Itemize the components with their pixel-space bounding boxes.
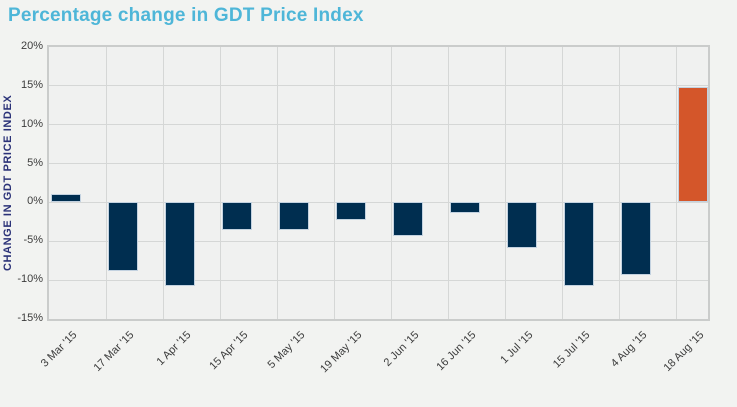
gridline-horizontal (49, 163, 708, 165)
gridline-horizontal (49, 279, 708, 281)
y-axis-tick: 20% (20, 40, 43, 52)
y-axis-tick: -15% (17, 312, 43, 324)
y-axis-tick: 5% (27, 156, 43, 169)
gridline-vertical (448, 47, 449, 319)
gridline-vertical (391, 47, 392, 319)
bar-16-jun-15 (449, 202, 480, 213)
gridline-vertical (619, 47, 620, 319)
bar-18-aug-15 (677, 87, 708, 203)
gridline-vertical (334, 47, 335, 319)
gridline-vertical (277, 47, 278, 319)
chart-title: Percentage change in GDT Price Index (8, 5, 364, 26)
bar-15-jul-15 (563, 202, 594, 286)
plot-area (47, 45, 710, 321)
gridline-vertical (163, 47, 164, 319)
bar-4-aug-15 (620, 202, 651, 275)
gridline-horizontal (49, 124, 708, 126)
bar-15-apr-15 (221, 202, 252, 231)
gridline-vertical (676, 47, 677, 319)
y-axis-tick: 10% (20, 117, 43, 130)
y-axis-tick: -10% (17, 273, 43, 286)
y-axis-tick: -5% (23, 234, 43, 247)
bar-17-mar-15 (107, 202, 138, 271)
bar-19-may-15 (335, 202, 366, 220)
gridline-horizontal (49, 85, 708, 87)
bar-5-may-15 (278, 202, 309, 230)
gridline-horizontal (49, 201, 708, 203)
y-axis-tick: 15% (20, 78, 43, 91)
bar-2-jun-15 (392, 202, 423, 236)
gridline-vertical (505, 47, 506, 319)
bar-3-mar-15 (50, 193, 81, 203)
bar-1-apr-15 (164, 202, 195, 287)
y-axis-tick: 0% (27, 195, 43, 208)
gridline-vertical (106, 47, 107, 319)
gridline-vertical (562, 47, 563, 319)
bar-1-jul-15 (506, 202, 537, 249)
gridline-vertical (220, 47, 221, 319)
gridline-horizontal (49, 240, 708, 242)
